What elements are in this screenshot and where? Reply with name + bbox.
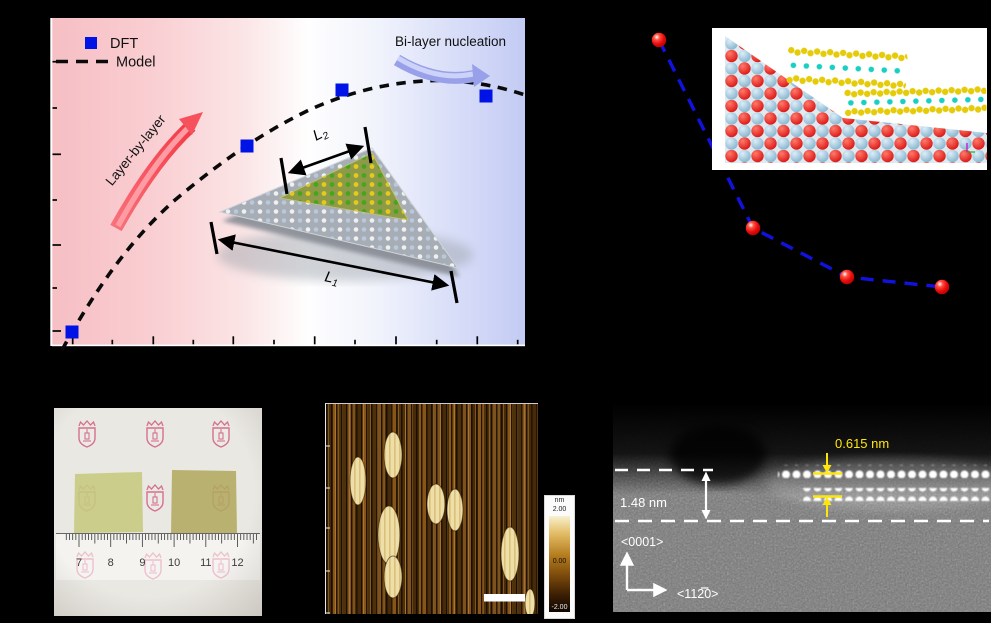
legend-dft-marker — [85, 37, 97, 49]
red-data-point — [651, 32, 667, 48]
colorbar-min: -2.00 — [551, 604, 568, 611]
colorbar-max: 2.00 — [552, 506, 567, 513]
photo-vignette — [54, 408, 262, 616]
interlayer-spacing-label: 0.615 nm — [835, 436, 889, 451]
inset-axis-glyph — [966, 143, 975, 153]
atomic-model-inset — [712, 28, 987, 170]
dft-data-point — [335, 83, 349, 97]
scale-bar — [484, 594, 525, 602]
legend: DFT Model — [56, 36, 156, 71]
axis-ticks — [52, 60, 519, 345]
l1-label: L1 — [323, 268, 341, 289]
interlayer-spacing-arrowheads — [822, 465, 832, 505]
legend-model-label: Model — [116, 55, 156, 71]
layer-by-layer-arrow — [110, 112, 203, 232]
step-height-arrow — [701, 471, 711, 520]
panel-e-stem-image: 1.48 nm 0.615 nm <0001> <1120> — [613, 403, 991, 612]
afm-islands — [349, 431, 536, 614]
red-data-point — [934, 279, 950, 295]
bilayer-arrow — [393, 54, 490, 87]
panel-b-energy-plot — [651, 28, 987, 295]
dft-data-point — [240, 139, 254, 153]
step-height-label: 1.48 nm — [620, 495, 667, 510]
colorbar-gradient — [549, 516, 570, 612]
colorbar-unit: nm — [554, 497, 565, 504]
mos2-upper-layer — [786, 44, 908, 92]
legend-dft-label: DFT — [110, 36, 138, 52]
bilayer-triangle — [278, 152, 409, 221]
colorbar-mid: 0.00 — [552, 558, 567, 565]
afm-left-ticks — [326, 445, 330, 614]
trend-dashed-line — [657, 39, 943, 289]
panel-a-growth-plot: Layer-by-layer Bi-layer nucleation DFT M… — [50, 18, 529, 351]
axis-1120-label: <1120> — [677, 587, 719, 601]
panel-d-afm-image — [325, 403, 538, 614]
triangle-crystal-inset: L2 L1 — [209, 126, 473, 304]
dft-data-point — [479, 89, 493, 103]
red-data-point — [839, 269, 855, 285]
crystal-axes: <0001> <1120> — [619, 535, 719, 601]
mos2-lower-layer — [844, 84, 987, 118]
bilayer-nucleation-label: Bi-layer nucleation — [395, 34, 506, 49]
y-axis-spine — [50, 18, 53, 346]
dft-data-points — [65, 83, 493, 339]
x-axis-spine — [52, 344, 525, 347]
axis-0001-label: <0001> — [621, 535, 663, 549]
afm-colorbar: nm 2.00 0.00 -2.00 — [544, 495, 575, 619]
panel-c-sample-photo: 789101112 — [54, 408, 262, 616]
red-data-point — [745, 220, 761, 236]
sapphire-step — [725, 36, 987, 163]
red-data-points — [651, 32, 950, 295]
dft-data-point — [65, 325, 79, 339]
